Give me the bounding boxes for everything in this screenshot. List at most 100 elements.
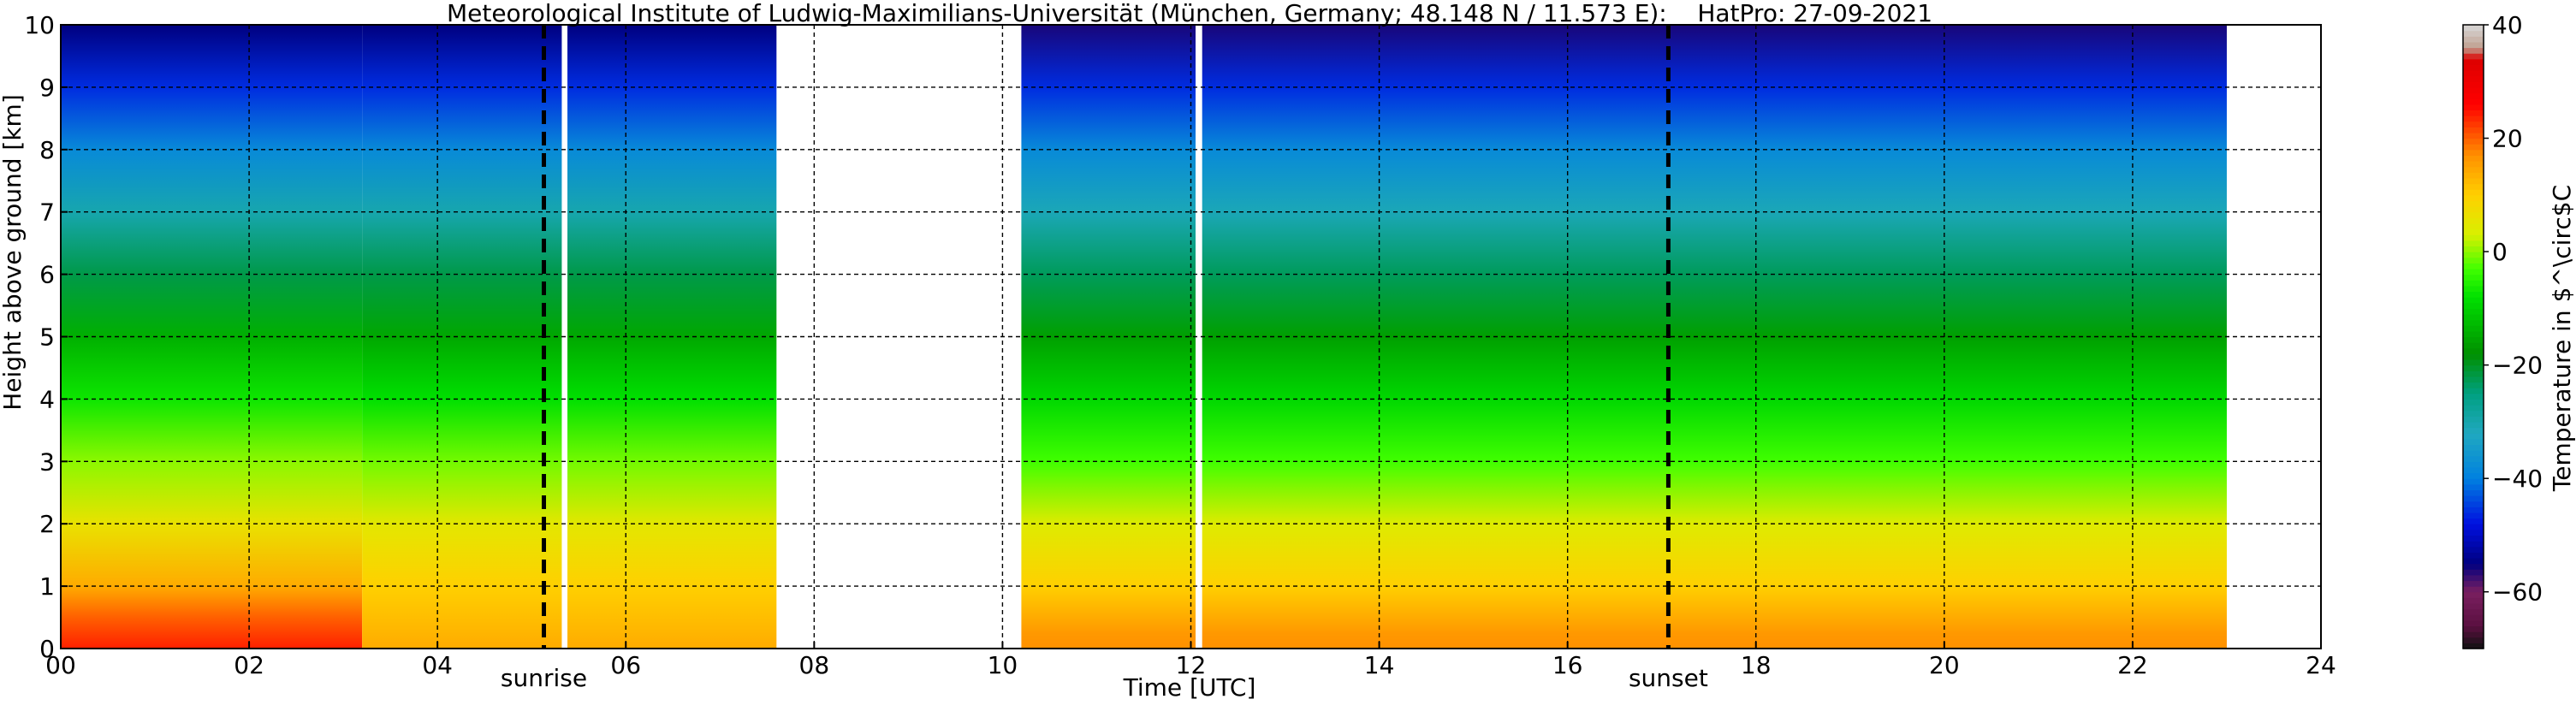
colorbar-segment <box>2463 342 2484 349</box>
colorbar-segment <box>2463 405 2484 412</box>
colorbar-segment <box>2463 121 2484 127</box>
colorbar-segment <box>2463 274 2484 281</box>
colorbar-segment <box>2463 376 2484 383</box>
colorbar-segment <box>2463 257 2484 264</box>
colorbar-segment <box>2463 53 2484 60</box>
colorbar-segment <box>2463 211 2484 218</box>
colorbar-segment <box>2463 336 2484 343</box>
colorbar-segment <box>2463 325 2484 332</box>
colorbar-segment <box>2463 313 2484 321</box>
x-tick-label: 12 <box>1176 651 1207 679</box>
colorbar-segment <box>2463 177 2484 185</box>
x-tick-label: 10 <box>988 651 1018 679</box>
colorbar-segment <box>2463 619 2484 627</box>
colorbar-segment <box>2463 200 2484 207</box>
colorbar-segment <box>2463 535 2484 542</box>
colorbar-segment <box>2463 297 2484 304</box>
y-tick-label: 10 <box>24 11 55 39</box>
y-axis-label: Height above ground [km] <box>0 94 27 411</box>
y-tick-label: 7 <box>39 198 55 227</box>
colorbar-segment <box>2463 524 2484 530</box>
colorbar-segment <box>2463 47 2484 54</box>
colorbar-segment <box>2463 421 2484 429</box>
colorbar-segment <box>2463 228 2484 235</box>
colorbar-segment <box>2463 222 2484 230</box>
colorbar-segment <box>2463 30 2484 37</box>
y-tick-label: 1 <box>39 572 55 601</box>
x-tick-label: 18 <box>1741 651 1772 679</box>
colorbar-segment <box>2463 478 2484 485</box>
colorbar-segment <box>2463 495 2484 502</box>
x-tick-label: 02 <box>234 651 264 679</box>
data-gap-2 <box>1196 25 1202 649</box>
colorbar-segment <box>2463 563 2484 570</box>
colorbar-segment <box>2463 489 2484 496</box>
x-tick-label: 22 <box>2117 651 2148 679</box>
colorbar-segment <box>2463 643 2484 649</box>
colorbar-segment <box>2463 364 2484 371</box>
colorbar-segment <box>2463 155 2484 162</box>
y-tick-label: 9 <box>39 74 55 102</box>
colorbar-segment <box>2463 36 2484 43</box>
colorbar-segment <box>2463 172 2484 179</box>
colorbar-segment <box>2463 58 2484 65</box>
x-tick-label: 06 <box>610 651 641 679</box>
colorbar-segment <box>2463 472 2484 479</box>
colorbar-segment <box>2463 631 2484 638</box>
colorbar-segment <box>2463 574 2484 582</box>
x-tick-label: 20 <box>1929 651 1960 679</box>
colorbar-segment <box>2463 557 2484 565</box>
sunset-label: sunset <box>1629 664 1708 692</box>
colorbar-segment <box>2463 455 2484 462</box>
colorbar-segment <box>2463 416 2484 423</box>
chart-title: Meteorological Institute of Ludwig-Maxim… <box>447 0 1932 27</box>
colorbar-segment <box>2463 569 2484 576</box>
colorbar-segment <box>2463 483 2484 491</box>
colorbar-segment <box>2463 268 2484 275</box>
colorbar-segment <box>2463 546 2484 553</box>
colorbar-segment <box>2463 461 2484 468</box>
colorbar-segment <box>2463 285 2484 293</box>
colorbar-segment <box>2463 388 2484 394</box>
colorbar-tick-label: 40 <box>2492 11 2523 39</box>
colorbar-segment <box>2463 393 2484 400</box>
colorbar-segment <box>2463 64 2484 71</box>
colorbar-segment <box>2463 541 2484 548</box>
x-tick-label: 24 <box>2306 651 2336 679</box>
colorbar-segment <box>2463 110 2484 116</box>
x-tick-label: 14 <box>1364 651 1395 679</box>
colorbar-tick-label: 0 <box>2492 238 2508 266</box>
y-tick-label: 2 <box>39 510 55 538</box>
colorbar-segment <box>2463 75 2484 82</box>
colorbar-tick-label: −40 <box>2492 465 2543 493</box>
colorbar-segment <box>2463 450 2484 457</box>
y-tick-label: 8 <box>39 136 55 164</box>
colorbar-segment <box>2463 602 2484 610</box>
x-tick-label: 00 <box>45 651 76 679</box>
colorbar-segment <box>2463 86 2484 94</box>
y-tick-label: 6 <box>39 261 55 289</box>
colorbar-segment <box>2463 252 2484 258</box>
colorbar-segment <box>2463 25 2484 32</box>
colorbar-segment <box>2463 149 2484 157</box>
colorbar-segment <box>2463 501 2484 507</box>
colorbar-segment <box>2463 580 2484 587</box>
colorbar-segment <box>2463 637 2484 643</box>
sunrise-label: sunrise <box>501 664 587 692</box>
colorbar-segment <box>2463 433 2484 440</box>
colorbar-segment <box>2463 625 2484 632</box>
colorbar-tick-label: −60 <box>2492 578 2543 607</box>
colorbar-segment <box>2463 246 2484 252</box>
x-tick-label: 16 <box>1552 651 1583 679</box>
colorbar-segment <box>2463 41 2484 49</box>
colorbar-segment <box>2463 189 2484 196</box>
colorbar-segment <box>2463 104 2484 111</box>
colorbar-segment <box>2463 347 2484 354</box>
colorbar-tick-label: −20 <box>2492 352 2543 380</box>
colorbar-segment <box>2463 132 2484 139</box>
colorbar-segment <box>2463 614 2484 621</box>
y-tick-label: 0 <box>39 635 55 663</box>
colorbar-segment <box>2463 291 2484 298</box>
